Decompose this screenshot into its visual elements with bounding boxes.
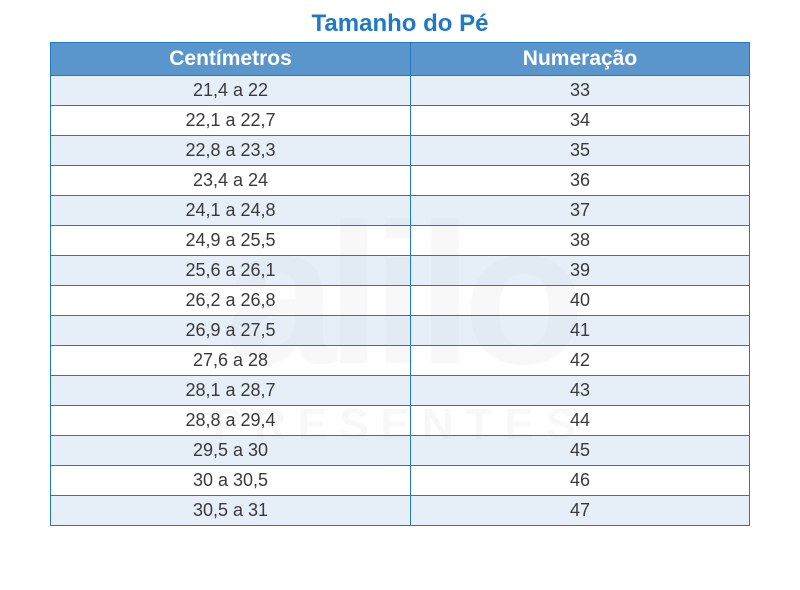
table-row: 24,1 a 24,837 bbox=[51, 196, 750, 226]
table-row: 29,5 a 3045 bbox=[51, 436, 750, 466]
table-row: 24,9 a 25,538 bbox=[51, 226, 750, 256]
cell-numeracao: 39 bbox=[411, 256, 750, 286]
cell-centimetros: 21,4 a 22 bbox=[51, 76, 411, 106]
cell-centimetros: 25,6 a 26,1 bbox=[51, 256, 411, 286]
cell-numeracao: 45 bbox=[411, 436, 750, 466]
cell-numeracao: 40 bbox=[411, 286, 750, 316]
table-row: 21,4 a 2233 bbox=[51, 76, 750, 106]
cell-centimetros: 22,8 a 23,3 bbox=[51, 136, 411, 166]
table-row: 22,8 a 23,335 bbox=[51, 136, 750, 166]
table-row: 28,8 a 29,444 bbox=[51, 406, 750, 436]
col-header-centimetros: Centímetros bbox=[51, 43, 411, 76]
cell-centimetros: 24,9 a 25,5 bbox=[51, 226, 411, 256]
cell-centimetros: 29,5 a 30 bbox=[51, 436, 411, 466]
cell-centimetros: 30 a 30,5 bbox=[51, 466, 411, 496]
cell-numeracao: 37 bbox=[411, 196, 750, 226]
cell-numeracao: 34 bbox=[411, 106, 750, 136]
table-row: 28,1 a 28,743 bbox=[51, 376, 750, 406]
col-header-numeracao: Numeração bbox=[411, 43, 750, 76]
table-row: 23,4 a 2436 bbox=[51, 166, 750, 196]
cell-numeracao: 44 bbox=[411, 406, 750, 436]
cell-numeracao: 35 bbox=[411, 136, 750, 166]
cell-numeracao: 47 bbox=[411, 496, 750, 526]
cell-centimetros: 28,1 a 28,7 bbox=[51, 376, 411, 406]
cell-centimetros: 24,1 a 24,8 bbox=[51, 196, 411, 226]
cell-centimetros: 23,4 a 24 bbox=[51, 166, 411, 196]
page-title: Tamanho do Pé bbox=[50, 10, 750, 38]
cell-numeracao: 43 bbox=[411, 376, 750, 406]
cell-numeracao: 38 bbox=[411, 226, 750, 256]
table-header-row: Centímetros Numeração bbox=[51, 43, 750, 76]
cell-centimetros: 26,9 a 27,5 bbox=[51, 316, 411, 346]
table-row: 22,1 a 22,734 bbox=[51, 106, 750, 136]
table-row: 30,5 a 3147 bbox=[51, 496, 750, 526]
size-table: Centímetros Numeração 21,4 a 223322,1 a … bbox=[50, 42, 750, 526]
table-row: 26,2 a 26,840 bbox=[51, 286, 750, 316]
table-row: 25,6 a 26,139 bbox=[51, 256, 750, 286]
table-row: 26,9 a 27,541 bbox=[51, 316, 750, 346]
cell-centimetros: 22,1 a 22,7 bbox=[51, 106, 411, 136]
cell-centimetros: 30,5 a 31 bbox=[51, 496, 411, 526]
cell-numeracao: 42 bbox=[411, 346, 750, 376]
cell-numeracao: 46 bbox=[411, 466, 750, 496]
cell-centimetros: 27,6 a 28 bbox=[51, 346, 411, 376]
table-row: 27,6 a 2842 bbox=[51, 346, 750, 376]
cell-numeracao: 41 bbox=[411, 316, 750, 346]
page-container: Tamanho do Pé Centímetros Numeração 21,4… bbox=[0, 0, 800, 536]
cell-numeracao: 36 bbox=[411, 166, 750, 196]
table-row: 30 a 30,546 bbox=[51, 466, 750, 496]
cell-centimetros: 28,8 a 29,4 bbox=[51, 406, 411, 436]
cell-numeracao: 33 bbox=[411, 76, 750, 106]
cell-centimetros: 26,2 a 26,8 bbox=[51, 286, 411, 316]
